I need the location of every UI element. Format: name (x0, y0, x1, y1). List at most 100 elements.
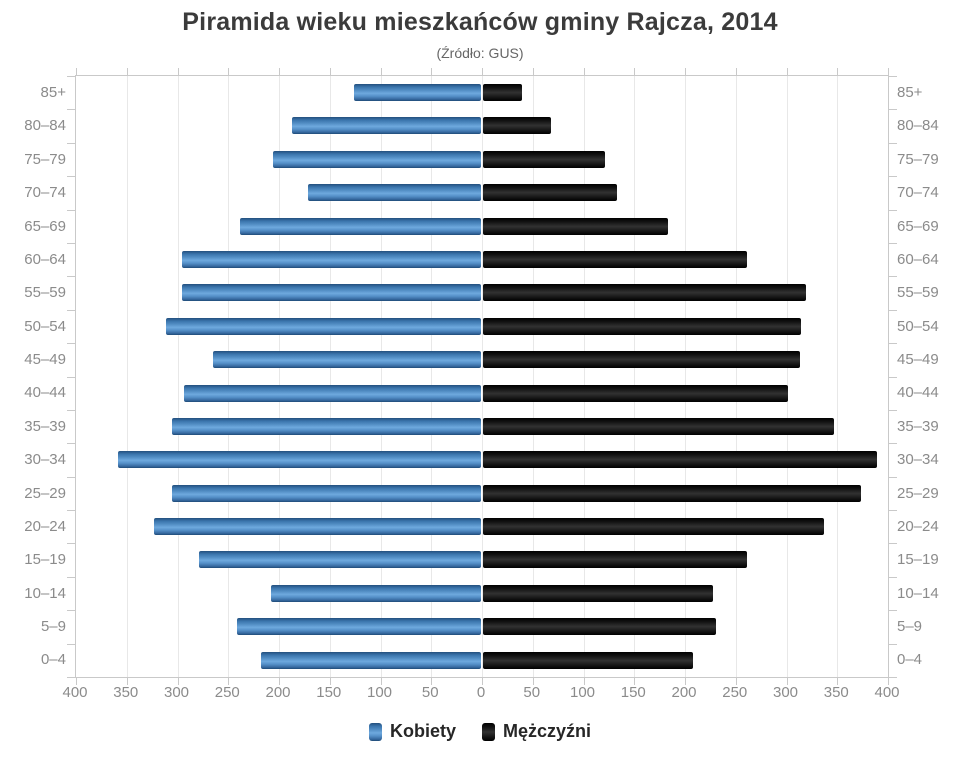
bar-row (76, 410, 888, 443)
men-bar-55–59 (483, 284, 806, 302)
x-tick-label: 100 (569, 684, 596, 701)
x-axis-labels: 400 350 300 250 200 150 100 50 0 50 100 150 200 250 30… (62, 684, 899, 702)
y-tick-mark (67, 176, 75, 178)
y-axis-label: 10–14 (24, 584, 66, 602)
legend-item-men: Mężczyźni (481, 721, 591, 742)
legend-label-women: Kobiety (389, 721, 456, 741)
y-tick-mark (67, 543, 75, 545)
y-axis-label: 40–44 (24, 384, 66, 402)
y-tick-mark (889, 176, 897, 178)
legend-item-women: Kobiety (368, 721, 456, 742)
bar-row (76, 210, 888, 243)
women-bar-55–59 (181, 284, 481, 302)
y-axis-label: 35–39 (897, 417, 939, 435)
y-axis-label: 70–74 (897, 184, 939, 202)
x-tick-label: 300 (772, 684, 799, 701)
bar-row (76, 76, 888, 109)
y-axis-label: 85+ (897, 84, 923, 101)
y-tick-mark (889, 443, 897, 445)
women-bar-30–34 (117, 451, 481, 469)
legend-swatch-women-icon (368, 722, 382, 741)
gridline (735, 76, 737, 677)
x-tick-mark (76, 68, 77, 75)
women-bar-0–4 (260, 651, 481, 669)
x-tick-mark (76, 678, 77, 685)
y-tick-mark (67, 510, 75, 512)
y-tick-mark (67, 376, 75, 378)
x-tick-mark (126, 678, 128, 685)
x-tick-mark (177, 678, 179, 685)
y-axis-label: 5–9 (40, 618, 66, 635)
y-tick-mark (67, 443, 75, 445)
y-tick-mark (67, 142, 75, 144)
y-tick-mark (67, 476, 75, 478)
y-tick-mark (889, 242, 897, 244)
women-bar-85+ (354, 84, 481, 101)
gridline (532, 76, 534, 677)
x-tick-mark (583, 678, 585, 685)
men-bar-70–74 (483, 184, 617, 202)
x-tick-mark (634, 678, 636, 685)
bar-row (76, 176, 888, 209)
x-tick-mark (685, 678, 686, 685)
men-bar-35–39 (483, 417, 835, 435)
men-bar-25–29 (483, 484, 861, 502)
x-tick-mark (380, 68, 382, 75)
y-axis-label: 65–69 (897, 217, 939, 235)
y-axis-label: 15–19 (24, 551, 66, 569)
y-axis-right: 85+ 80–84 75–79 70–74 65–69 60–64 55–59 50–54 45… (897, 76, 959, 677)
y-tick-mark (67, 343, 75, 345)
y-axis-label: 60–64 (24, 250, 66, 268)
x-tick-mark (431, 68, 433, 75)
x-tick-mark (685, 68, 686, 75)
y-axis-label: 60–64 (897, 250, 939, 268)
y-axis-label: 70–74 (24, 184, 66, 202)
y-tick-mark (889, 677, 897, 678)
women-bar-40–44 (183, 384, 481, 402)
women-bar-10–14 (270, 584, 481, 602)
y-tick-mark (889, 309, 897, 311)
gridline (279, 76, 280, 677)
y-axis-label: 85+ (40, 84, 66, 101)
bar-row (76, 510, 888, 543)
men-bar-50–54 (483, 317, 801, 335)
men-bar-85+ (483, 84, 522, 101)
x-tick-label: 200 (265, 684, 291, 701)
men-bar-10–14 (483, 584, 714, 602)
x-tick-mark (482, 678, 483, 685)
x-tick-label: 50 (421, 684, 439, 701)
gridline (380, 76, 382, 677)
y-axis-label: 75–79 (897, 150, 939, 168)
y-tick-mark (889, 476, 897, 478)
x-tick-mark (583, 68, 585, 75)
y-tick-mark (67, 643, 75, 645)
gridline (786, 76, 788, 677)
x-tick-mark (279, 68, 280, 75)
women-bar-5–9 (237, 618, 481, 636)
y-tick-mark (889, 376, 897, 378)
y-tick-mark (889, 142, 897, 144)
women-bar-45–49 (213, 351, 481, 369)
men-bar-40–44 (483, 384, 788, 402)
bar-row (76, 443, 888, 476)
x-tick-mark (177, 68, 179, 75)
y-tick-mark (67, 677, 75, 678)
plot-area (67, 68, 897, 685)
y-tick-mark (889, 409, 897, 411)
x-tick-mark (380, 678, 382, 685)
bar-row (76, 543, 888, 576)
y-tick-mark (67, 610, 75, 612)
y-axis-label: 10–14 (897, 584, 939, 602)
x-tick-label: 50 (523, 684, 541, 701)
bar-row (76, 477, 888, 510)
y-axis-label: 5–9 (897, 618, 923, 635)
bar-row (76, 610, 888, 643)
women-bar-65–69 (240, 217, 481, 235)
bar-row (76, 644, 888, 677)
men-bar-75–79 (483, 150, 605, 168)
x-tick-mark (786, 68, 788, 75)
y-axis-label: 80–84 (897, 117, 939, 135)
bar-row (76, 276, 888, 309)
bar-row (76, 310, 888, 343)
gridline (482, 76, 483, 677)
